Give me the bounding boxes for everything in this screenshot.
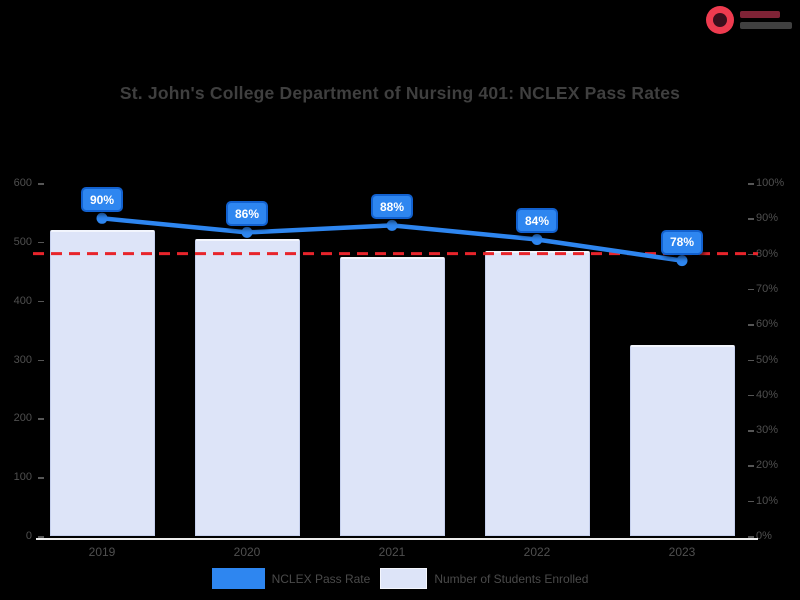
legend-swatch-enrollment	[380, 568, 428, 589]
x-axis-label-2020: 2020	[233, 545, 261, 559]
right-axis-tick-mark	[748, 500, 754, 503]
brand-logo-text	[740, 11, 792, 29]
right-axis-tick-mark	[748, 253, 754, 256]
data-point-marker	[531, 233, 543, 245]
left-axis-tick-mark	[38, 418, 44, 420]
right-axis-tick-mark	[748, 218, 754, 220]
left-axis-tick-label: 500	[13, 235, 32, 248]
right-axis-tick-label: 40%	[756, 388, 779, 401]
legend-label-enrollment: Number of Students Enrolled	[434, 571, 589, 586]
point-label-2021: 88%	[371, 194, 413, 220]
data-point-marker	[241, 226, 253, 238]
left-axis-tick-mark	[38, 241, 44, 244]
right-axis-tick-label: 50%	[756, 353, 779, 366]
right-axis-tick-mark	[748, 324, 754, 326]
logo-text-line	[740, 22, 792, 29]
legend-label-pass-rate: NCLEX Pass Rate	[271, 571, 371, 586]
point-label-2022: 84%	[516, 208, 558, 234]
brand-logo-icon-hole	[713, 13, 727, 27]
left-axis-tick-label: 400	[13, 294, 32, 307]
right-axis-tick-label: 0%	[756, 530, 772, 542]
point-label-2020: 86%	[226, 201, 268, 227]
point-label-2023: 78%	[661, 229, 703, 255]
right-axis-tick-mark	[748, 430, 754, 432]
left-axis-tick-label: 200	[13, 412, 32, 425]
chart-title: St. John's College Department of Nursing…	[119, 83, 681, 103]
left-axis-tick-mark	[38, 183, 44, 185]
left-axis-tick-label: 100	[13, 471, 32, 484]
brand-logo	[706, 6, 792, 34]
left-axis-tick-label: 300	[13, 353, 32, 366]
left-axis-tick-mark	[38, 359, 44, 361]
right-axis-tick-mark	[748, 394, 754, 397]
right-axis-tick-mark	[748, 465, 754, 467]
bar-2020	[194, 238, 300, 536]
right-axis-tick-mark	[748, 288, 754, 291]
right-axis-tick-label: 80%	[756, 247, 779, 260]
data-point-marker	[96, 212, 108, 224]
bar-2019	[49, 230, 155, 536]
data-point-marker	[676, 255, 688, 267]
x-axis-label-2021: 2021	[378, 545, 406, 559]
legend-swatch-pass-rate	[211, 568, 265, 589]
x-axis-label-2023: 2023	[668, 545, 696, 559]
right-axis-tick-mark	[748, 359, 754, 361]
brand-logo-icon	[706, 6, 734, 34]
right-axis-tick-mark	[748, 183, 754, 185]
bar-2022	[484, 250, 590, 536]
left-axis-tick-mark	[38, 300, 44, 303]
right-axis-tick-label: 60%	[756, 318, 779, 331]
right-axis-tick-mark	[748, 536, 754, 538]
left-axis-tick-mark	[38, 536, 44, 538]
right-axis-tick-label: 70%	[756, 282, 779, 295]
left-axis-tick-label: 600	[13, 177, 32, 189]
x-axis-label-2019: 2019	[88, 545, 116, 559]
logo-text-line	[740, 11, 780, 18]
point-label-2019: 90%	[81, 187, 123, 213]
bar-2021	[339, 256, 445, 536]
left-axis-tick-mark	[38, 477, 44, 479]
x-axis-label-2022: 2022	[523, 545, 551, 559]
data-point-marker	[386, 219, 398, 231]
right-axis-tick-label: 30%	[756, 424, 779, 437]
bar-2023	[629, 344, 735, 536]
right-axis-tick-label: 100%	[756, 177, 785, 189]
chart-legend: NCLEX Pass Rate Number of Students Enrol…	[0, 568, 800, 589]
right-axis-tick-label: 20%	[756, 459, 779, 472]
left-axis-tick-label: 0	[25, 530, 32, 542]
x-axis-line	[36, 538, 758, 540]
right-axis-tick-label: 10%	[756, 494, 779, 507]
right-axis-tick-label: 90%	[756, 212, 779, 225]
